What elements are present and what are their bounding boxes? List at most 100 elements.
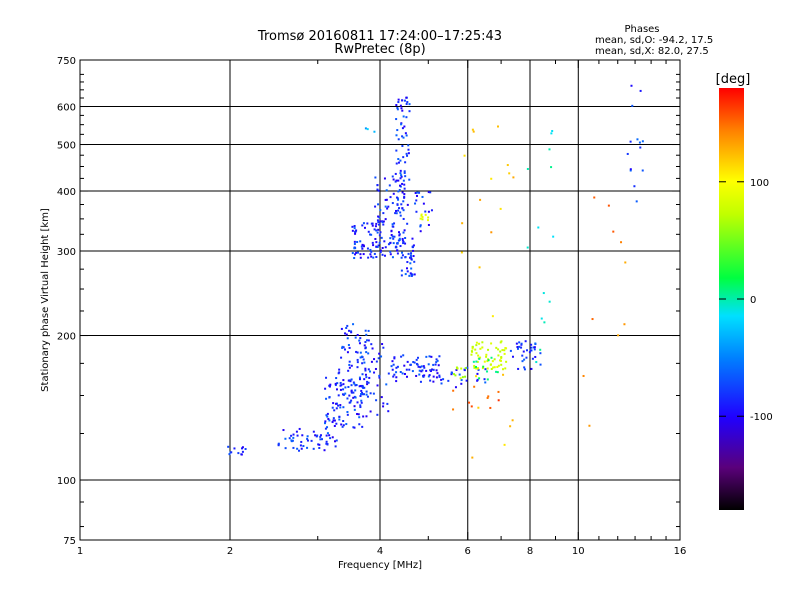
data-point — [391, 235, 394, 238]
data-point — [499, 359, 502, 362]
data-point — [383, 240, 386, 243]
data-point — [348, 366, 351, 369]
data-point — [497, 364, 500, 367]
data-point — [298, 449, 301, 452]
data-point — [641, 169, 644, 172]
data-point — [364, 329, 367, 332]
data-point — [353, 405, 356, 408]
data-point — [526, 167, 529, 170]
data-point — [323, 449, 326, 452]
data-point — [328, 396, 331, 399]
y-axis-label: Stationary phase Virtual Height [km] — [40, 208, 51, 392]
data-point — [405, 96, 408, 99]
data-point — [474, 348, 477, 351]
data-point — [630, 84, 633, 87]
data-point — [306, 439, 309, 442]
data-point — [383, 177, 386, 180]
data-point — [353, 426, 356, 429]
data-point — [406, 222, 409, 225]
data-point — [419, 380, 422, 383]
data-point — [379, 209, 382, 212]
data-point — [342, 379, 345, 382]
data-point — [490, 342, 493, 345]
data-point — [401, 127, 404, 130]
data-point — [629, 168, 632, 171]
data-point — [374, 205, 377, 208]
data-point — [499, 207, 502, 210]
data-point — [501, 368, 504, 371]
data-point — [473, 366, 476, 369]
data-point — [392, 363, 395, 366]
data-point — [400, 274, 403, 277]
data-point — [347, 344, 350, 347]
data-point — [332, 417, 335, 420]
data-point — [241, 447, 244, 450]
data-point — [395, 134, 398, 137]
data-point — [412, 255, 415, 258]
data-point — [484, 381, 487, 384]
data-point — [389, 241, 392, 244]
x-tick-label: 8 — [527, 546, 533, 557]
data-point — [391, 202, 394, 205]
data-point — [352, 396, 355, 399]
data-point — [475, 344, 478, 347]
data-point — [582, 374, 585, 377]
data-point — [354, 384, 357, 387]
data-point — [403, 187, 406, 190]
data-point — [486, 378, 489, 381]
data-point — [387, 372, 390, 375]
data-point — [381, 253, 384, 256]
data-point — [382, 402, 385, 405]
data-point — [427, 191, 430, 194]
data-point — [362, 358, 365, 361]
data-point — [359, 404, 362, 407]
data-point — [475, 341, 478, 344]
data-point — [533, 346, 536, 349]
data-point — [353, 247, 356, 250]
data-point — [525, 349, 528, 352]
data-point — [463, 368, 466, 371]
data-point — [452, 408, 455, 411]
stats-heading: Phases — [624, 24, 659, 35]
colorbar-tick-label: 100 — [750, 178, 769, 189]
data-point — [339, 381, 342, 384]
y-axis-ticks: 75 100 200 300 400 500 600 750 — [57, 56, 680, 547]
data-point — [327, 417, 330, 420]
data-point — [413, 260, 416, 263]
data-point — [633, 185, 636, 188]
data-point — [359, 356, 362, 359]
data-point — [493, 366, 496, 369]
data-point — [495, 370, 498, 373]
data-point — [486, 360, 489, 363]
data-point — [350, 399, 353, 402]
data-point — [373, 130, 376, 133]
data-point — [400, 355, 403, 358]
data-point — [502, 373, 505, 376]
data-point — [356, 333, 359, 336]
data-point — [524, 340, 527, 343]
data-point — [347, 385, 350, 388]
data-point — [530, 343, 533, 346]
data-point — [399, 211, 402, 214]
data-point — [397, 101, 400, 104]
data-point — [539, 348, 542, 351]
data-point — [359, 240, 362, 243]
data-point — [325, 397, 328, 400]
data-point — [355, 350, 358, 353]
data-point — [503, 443, 506, 446]
data-point — [588, 424, 591, 427]
data-point — [360, 393, 363, 396]
data-point — [334, 384, 337, 387]
data-point — [339, 388, 342, 391]
data-point — [378, 241, 381, 244]
data-point — [393, 235, 396, 238]
data-point — [395, 104, 398, 107]
data-point — [365, 390, 368, 393]
data-point — [540, 317, 543, 320]
data-point — [353, 224, 356, 227]
data-point — [454, 386, 457, 389]
data-point — [407, 144, 410, 147]
data-point — [512, 176, 515, 179]
data-point — [395, 376, 398, 379]
